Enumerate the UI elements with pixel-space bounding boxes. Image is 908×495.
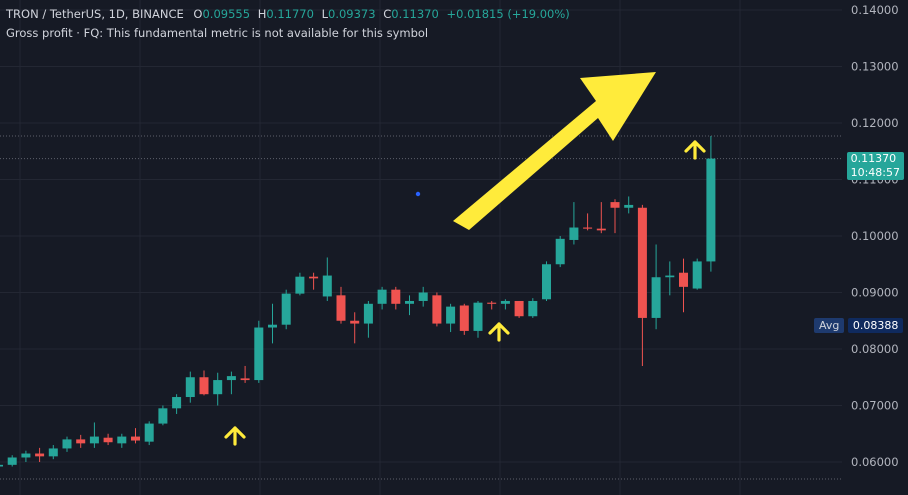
- countdown-value: 10:48:57: [850, 166, 900, 179]
- avg-label: Avg: [814, 318, 845, 333]
- candle-body: [226, 376, 236, 381]
- low-value: 0.09373: [328, 7, 376, 21]
- candle-body: [295, 276, 305, 294]
- candle-body: [363, 303, 373, 324]
- candle-body: [555, 238, 565, 265]
- y-tick-label: 0.12000: [851, 116, 899, 130]
- candle-body: [103, 437, 113, 443]
- close-value: 0.11370: [391, 7, 439, 21]
- indicator-row[interactable]: Gross profit · FQ: This fundamental metr…: [6, 24, 570, 43]
- candle-body: [185, 377, 195, 398]
- avg-value: 0.08388: [847, 318, 904, 333]
- candle-body: [309, 276, 319, 279]
- candle-body: [199, 377, 209, 395]
- candle-body: [336, 295, 346, 321]
- candle-body: [446, 306, 456, 324]
- candle-body: [542, 264, 551, 300]
- change-value: +0.01815 (+19.00%): [446, 7, 570, 21]
- high-value: 0.11770: [266, 7, 314, 21]
- chart-legend: TRON / TetherUS, 1D, BINANCE O0.09555 H0…: [6, 5, 570, 43]
- y-tick-label: 0.14000: [851, 3, 899, 17]
- y-tick-label: 0.08000: [851, 342, 899, 356]
- candle-body: [7, 457, 17, 465]
- candle-body: [48, 448, 58, 457]
- annotations: [224, 72, 706, 446]
- indicator-label: Gross profit · FQ: This fundamental metr…: [6, 26, 429, 40]
- candle-body: [76, 439, 86, 444]
- blue-dot-marker: [415, 191, 421, 197]
- candle-body: [377, 289, 387, 304]
- candle-body: [432, 295, 442, 324]
- candle-body: [418, 292, 428, 301]
- candle-body: [679, 272, 688, 287]
- candle-body: [706, 158, 716, 262]
- candle-body: [240, 378, 250, 381]
- candle-body: [473, 302, 483, 331]
- candle-body: [158, 408, 168, 424]
- price-axis[interactable]: 0.140000.130000.120000.110000.100000.090…: [851, 3, 899, 469]
- low-label: L: [321, 7, 328, 21]
- candle-body: [350, 320, 360, 324]
- candle-body: [583, 227, 593, 229]
- y-tick-label: 0.06000: [851, 455, 899, 469]
- open-value: 0.09555: [202, 7, 251, 21]
- small-up-arrow-icon-1: [224, 426, 246, 446]
- close-label: C: [383, 7, 392, 21]
- candle-body: [637, 207, 647, 318]
- candle-body: [624, 204, 634, 208]
- last-price-value: 0.11370: [850, 152, 897, 165]
- symbol-title[interactable]: TRON / TetherUS, 1D, BINANCE: [6, 7, 184, 21]
- candle-body: [651, 277, 661, 318]
- candle-body: [500, 300, 510, 304]
- grid-lines: [0, 0, 842, 495]
- y-tick-label: 0.07000: [851, 399, 899, 413]
- ohlc-row: TRON / TetherUS, 1D, BINANCE O0.09555 H0…: [6, 5, 570, 24]
- candle-body: [692, 261, 702, 289]
- candle-body: [21, 453, 31, 458]
- candle-body: [596, 228, 606, 231]
- candle-body: [131, 436, 140, 441]
- y-tick-label: 0.09000: [851, 286, 899, 300]
- y-tick-label: 0.10000: [851, 229, 899, 243]
- candle-body: [610, 202, 620, 208]
- candle-body: [89, 436, 99, 444]
- candle-body: [391, 289, 401, 304]
- candle-body: [514, 300, 524, 317]
- candle-body: [62, 439, 72, 449]
- candle-body: [213, 380, 223, 395]
- candle-body: [405, 300, 414, 304]
- small-up-arrow-icon-2: [488, 322, 510, 342]
- candle-body: [459, 305, 469, 331]
- candle-body: [144, 423, 154, 442]
- candle-body: [569, 227, 579, 240]
- y-tick-label: 0.13000: [851, 60, 899, 74]
- avg-tag: Avg 0.08388: [814, 318, 904, 333]
- last-price-tag: 0.11370 10:48:57: [846, 152, 904, 180]
- candle-body: [487, 302, 497, 304]
- candle-body: [322, 275, 332, 297]
- open-label: O: [193, 7, 203, 21]
- candle-body: [0, 464, 3, 467]
- candle-body: [665, 275, 675, 278]
- candle-body: [117, 436, 127, 444]
- small-up-arrow-icon-3: [684, 140, 706, 160]
- candle-body: [254, 327, 264, 381]
- price-lines: [0, 135, 842, 480]
- candle-body: [35, 453, 45, 457]
- high-label: H: [257, 7, 267, 21]
- candle-body: [268, 324, 277, 328]
- big-up-arrow-icon: [453, 72, 656, 230]
- candle-body: [281, 293, 291, 325]
- candle-body: [172, 397, 182, 409]
- candles: [0, 135, 716, 467]
- candle-body: [528, 300, 538, 317]
